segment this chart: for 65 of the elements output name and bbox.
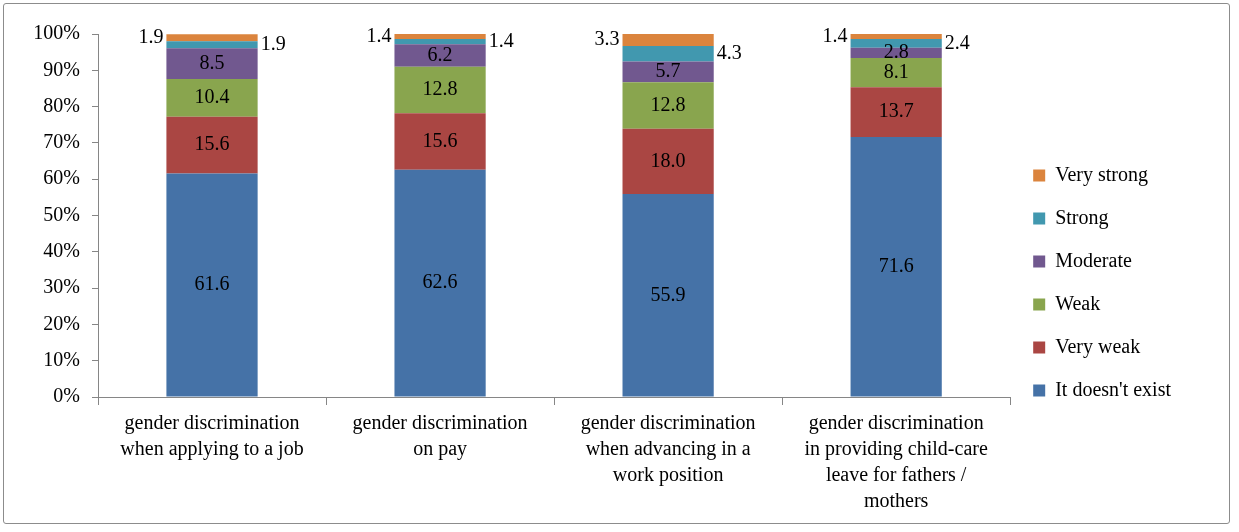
y-tick-label: 80% [43, 93, 80, 116]
bar [850, 87, 942, 138]
data-label: 61.6 [194, 272, 230, 295]
bar [622, 45, 714, 62]
data-label: 13.7 [878, 99, 914, 122]
data-label: 15.6 [194, 132, 230, 155]
bar [622, 82, 714, 129]
data-label: 6.2 [427, 42, 453, 65]
data-label: 18.0 [650, 148, 686, 171]
legend-label: Moderate [1055, 248, 1132, 271]
bar [622, 34, 714, 46]
data-label: 1.9 [260, 31, 286, 54]
data-label: 15.6 [422, 128, 458, 151]
data-label: 8.5 [199, 50, 225, 73]
legend-label: Very weak [1055, 334, 1141, 358]
x-tick-label: gender discrimination in providing child-care leave for fathers / mothers [804, 411, 988, 512]
y-tick-label: 50% [43, 202, 80, 225]
bar [850, 137, 942, 397]
y-tick-label: 90% [43, 57, 80, 80]
bar [166, 79, 258, 117]
data-label: 12.8 [422, 77, 458, 100]
data-label: 4.3 [716, 41, 742, 64]
bar [166, 116, 258, 174]
data-label: 55.9 [650, 282, 686, 305]
bar [166, 41, 258, 49]
x-tick-label: gender discrimination when advancing in a work position [580, 411, 756, 487]
bar [622, 194, 714, 397]
y-tick-label: 30% [43, 275, 80, 298]
y-tick-label: 100% [33, 21, 80, 44]
legend-label: Very strong [1055, 162, 1148, 186]
bar [622, 61, 714, 83]
data-label: 62.6 [422, 270, 458, 293]
data-label: 1.4 [366, 23, 392, 46]
y-tick-label: 20% [43, 311, 80, 334]
bar [394, 39, 486, 45]
data-label: 2.4 [944, 30, 970, 53]
bar [394, 169, 486, 397]
bar [166, 173, 258, 397]
legend-label: Strong [1055, 205, 1109, 229]
bar [394, 34, 486, 40]
data-label: 3.3 [594, 27, 620, 50]
bar [622, 128, 714, 195]
data-label: 5.7 [655, 59, 681, 82]
bar [394, 113, 486, 170]
y-tick-label: 60% [43, 166, 80, 189]
data-label: 1.4 [488, 28, 514, 51]
x-tick-label: gender discrimination on pay [352, 411, 528, 461]
data-label: 12.8 [650, 92, 686, 115]
data-label: 10.4 [194, 85, 230, 108]
y-tick-label: 70% [43, 130, 80, 153]
bar [394, 66, 486, 114]
bar [394, 44, 486, 67]
data-label: 1.4 [822, 23, 848, 46]
legend-label: Weak [1055, 291, 1101, 314]
legend-label: It doesn't exist [1055, 377, 1172, 400]
data-label: 1.9 [138, 25, 164, 48]
bar [166, 48, 258, 80]
y-tick-label: 0% [53, 384, 80, 407]
bar [850, 57, 942, 88]
data-label: 71.6 [878, 254, 914, 277]
bar [166, 34, 258, 42]
x-tick-label: gender discrimination when applying to a job [120, 411, 304, 461]
y-tick-label: 10% [43, 347, 80, 370]
bar [850, 34, 942, 40]
y-tick-label: 40% [43, 239, 80, 262]
